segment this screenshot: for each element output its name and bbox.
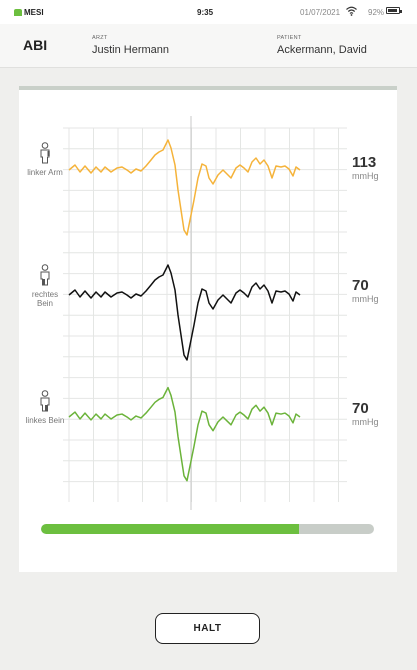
status-time: 9:35 [197,8,214,17]
limb-left-leg: linkes Bein [23,390,67,425]
reading-left-arm: 113 mmHg [352,154,379,181]
reading-value: 70 [352,400,369,417]
patient-caption: PATIENT [277,35,302,41]
status-date: 01/07/2021 [300,8,341,17]
halt-button[interactable]: HALT [155,613,260,644]
patient-name: Ackermann, David [277,44,367,56]
waveform-trace-2 [68,264,301,361]
limb-left-arm: linker Arm [23,142,67,177]
chart-grid [63,127,347,502]
reading-left-leg: 70 mmHg [352,400,379,427]
page-title: ABI [23,37,48,53]
brand-name: MESI [24,8,44,17]
reading-unit: mmHg [352,417,379,427]
progress-fill [41,524,300,534]
limb-label-right-leg: rechtes Bein [31,290,59,308]
measurement-card: linker Arm 113 mmHg rechtes Bein 70 mmHg… [19,86,397,572]
battery-percent: 92% [368,8,385,17]
limb-right-leg: rechtes Bein [23,264,67,308]
wifi-icon [346,6,357,16]
person-icon [40,390,50,412]
reading-unit: mmHg [352,294,379,304]
status-bar: MESI 9:35 01/07/2021 92% [0,0,417,24]
brand: MESI [14,8,44,17]
person-icon [40,142,50,164]
waveform-chart [63,116,347,510]
limb-label-left-leg: linkes Bein [25,416,65,425]
reading-right-leg: 70 mmHg [352,277,379,304]
reading-value: 70 [352,277,369,294]
measurement-progress-bar [41,524,374,534]
limb-label-left-arm: linker Arm [27,168,63,177]
doctor-name: Justin Hermann [92,44,170,56]
waveform-trace-1 [68,139,301,236]
doctor-caption: ARZT [92,35,108,41]
person-icon [40,264,50,286]
reading-unit: mmHg [352,171,379,181]
waveform-trace-3 [68,386,301,482]
page-header: ABI ARZT Justin Hermann PATIENT Ackerman… [0,24,417,68]
reading-value: 113 [352,154,377,171]
battery-icon [386,7,402,14]
brand-logo-icon [14,9,22,16]
